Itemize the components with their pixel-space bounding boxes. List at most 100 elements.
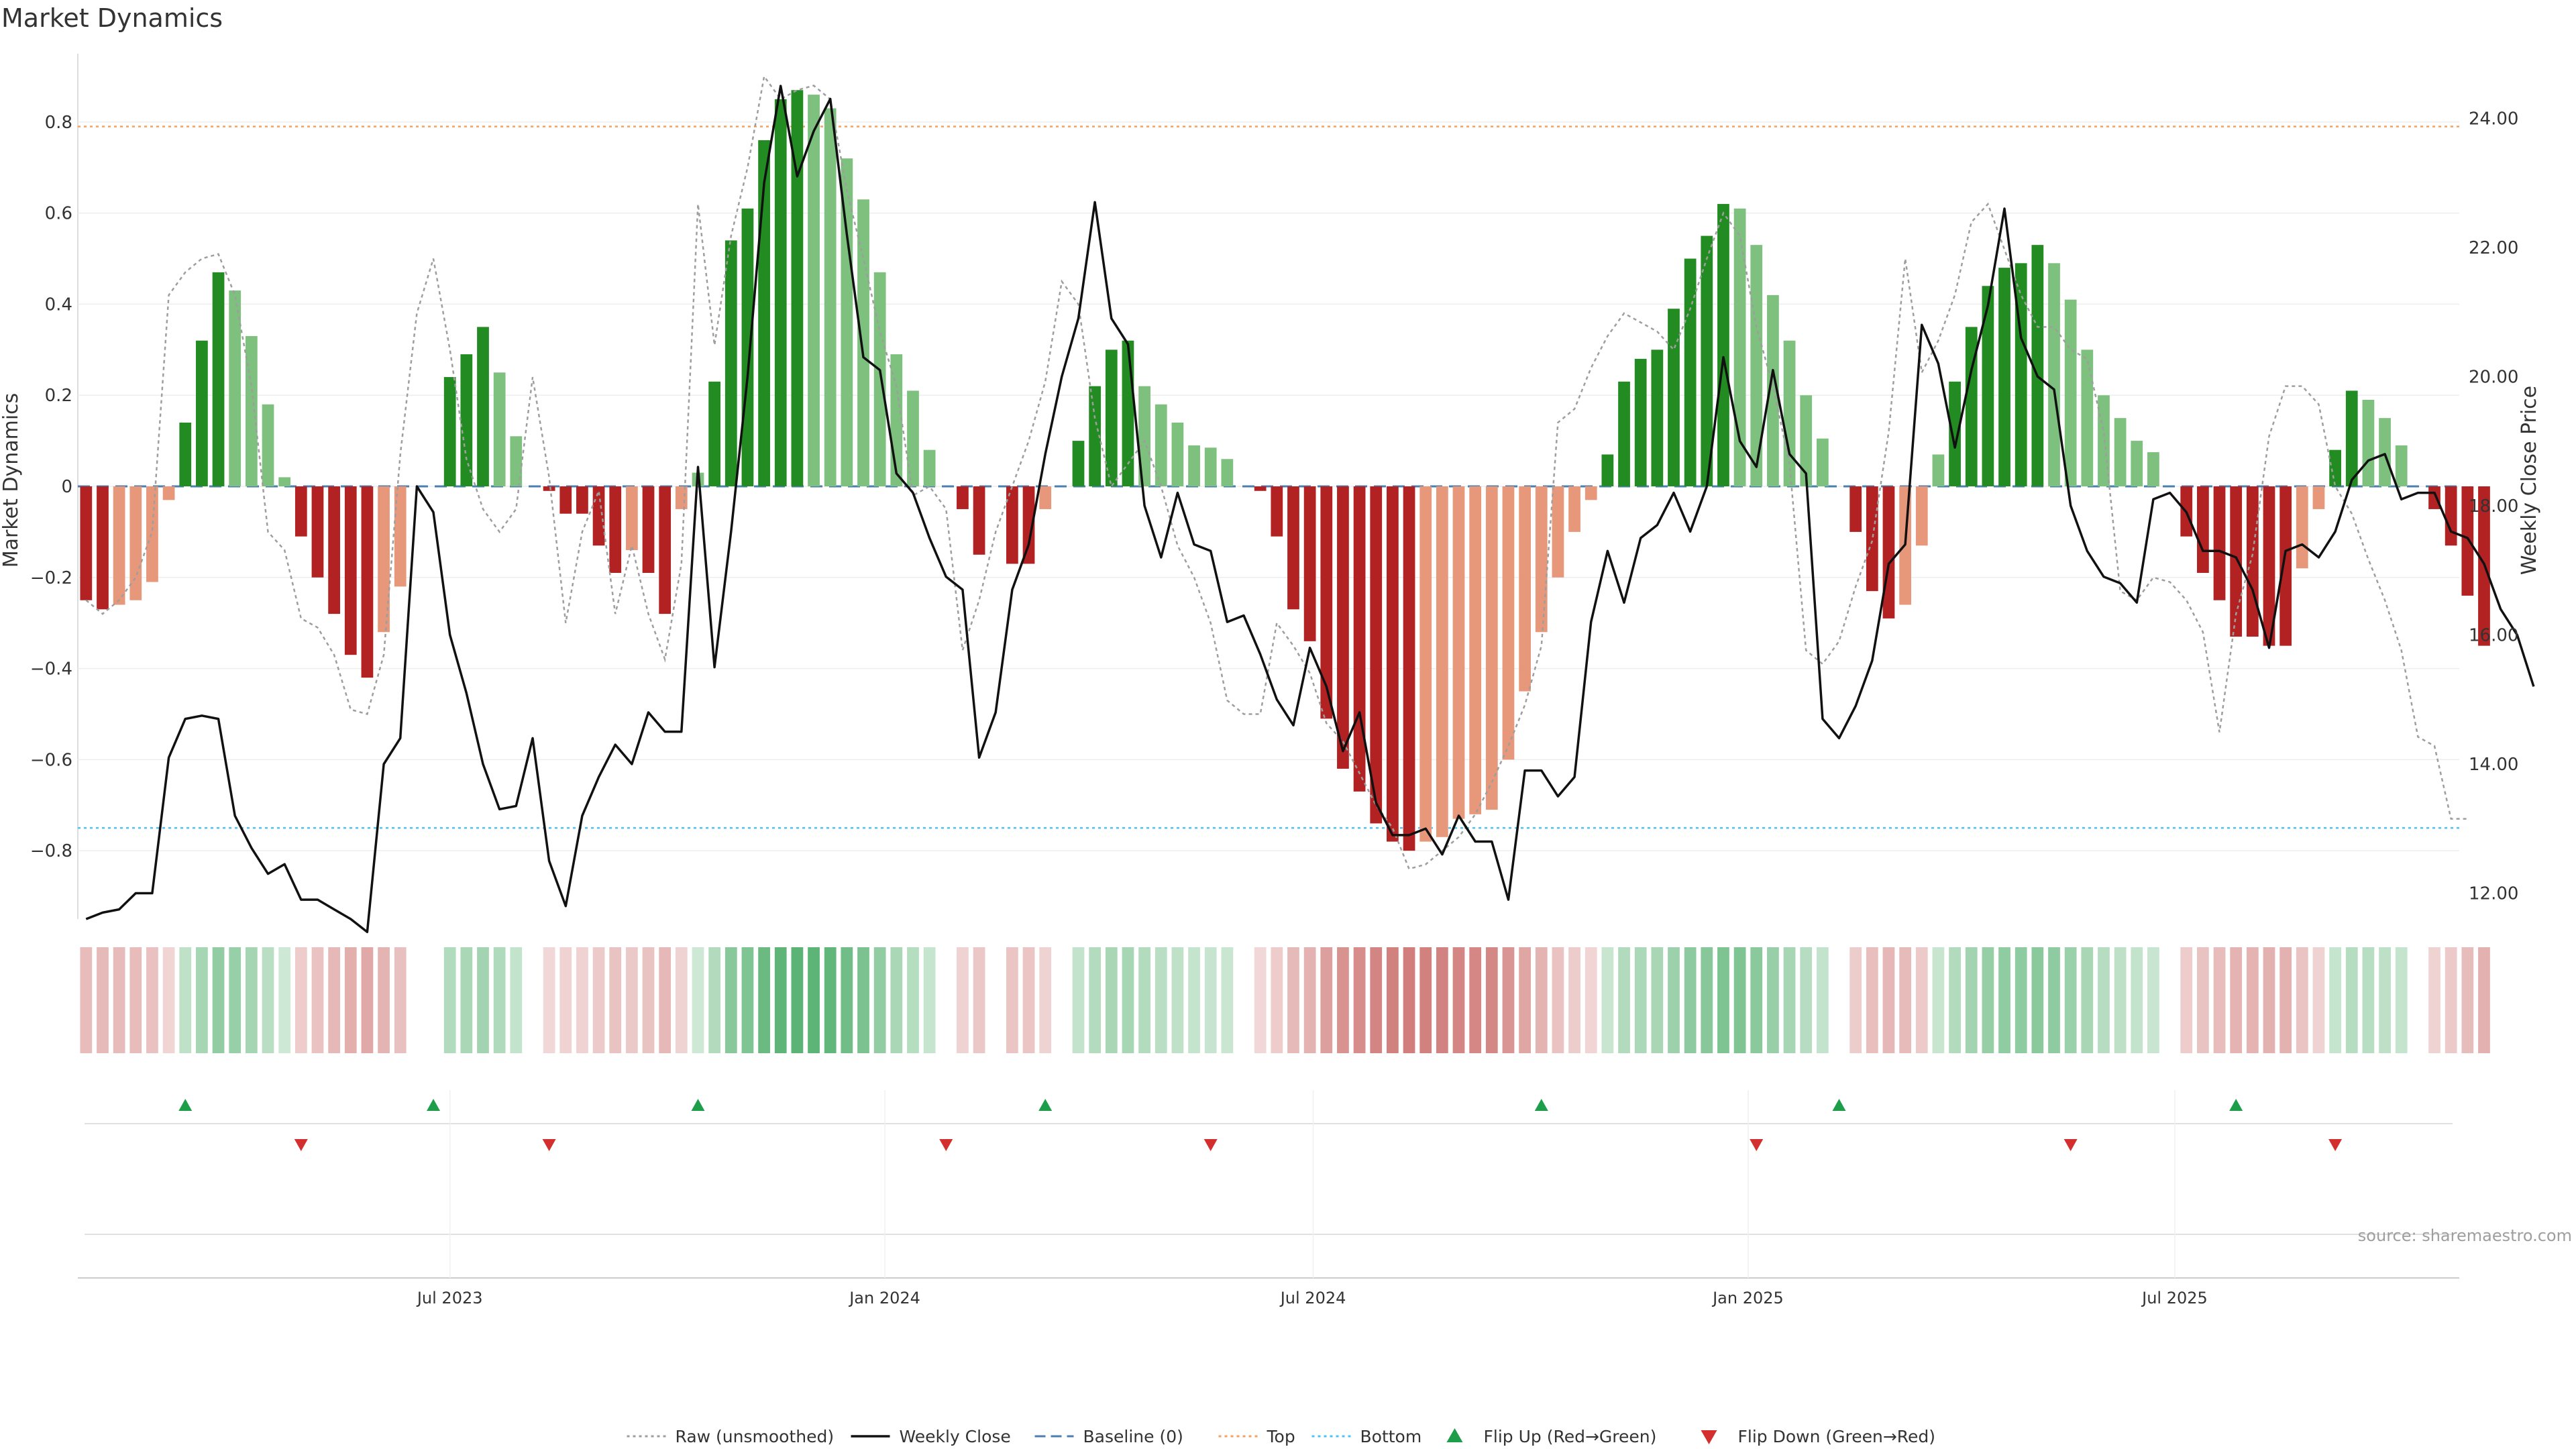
y2-axis-label: Weekly Close Price <box>2518 386 2541 575</box>
dynamics-bar <box>1733 208 1746 486</box>
dynamics-bar <box>1387 486 1399 842</box>
flip-up-marker <box>691 1099 705 1111</box>
dynamics-bar <box>361 486 374 678</box>
dynamics-bar <box>1519 486 1531 692</box>
dynamics-bar <box>1320 486 1333 719</box>
flip-down-marker <box>542 1139 556 1151</box>
heat-cell <box>2379 947 2391 1053</box>
heat-cell <box>2395 947 2408 1053</box>
dynamics-bar <box>1403 486 1415 851</box>
heat-cell <box>1089 947 1102 1053</box>
heat-cell <box>344 947 357 1053</box>
heat-cell <box>311 947 324 1053</box>
heat-cell <box>1634 947 1647 1053</box>
heat-cell <box>543 947 555 1053</box>
legend-item: Weekly Close <box>851 1427 1011 1446</box>
dynamics-bar <box>460 354 473 486</box>
raw-series-line <box>85 74 2468 870</box>
dynamics-bar <box>1634 358 1647 486</box>
y2-tick-label: 24.00 <box>2469 109 2518 129</box>
dynamics-bar <box>1552 486 1564 578</box>
heat-cell <box>1353 947 1366 1053</box>
dynamics-bar <box>1816 438 1829 486</box>
dynamics-bar <box>1932 454 1945 486</box>
heat-cell <box>1998 947 2010 1053</box>
dynamics-bar <box>1717 204 1729 486</box>
heat-cell <box>2147 947 2159 1053</box>
source-note: source: sharemaestro.com <box>2358 1226 2572 1245</box>
heat-cell <box>692 947 704 1053</box>
heat-cell <box>907 947 919 1053</box>
heat-cell <box>2329 947 2341 1053</box>
dynamics-bar <box>1271 486 1283 537</box>
heat-cell <box>1899 947 1912 1053</box>
dynamics-bar <box>2428 486 2440 509</box>
heat-cell <box>1535 947 1548 1053</box>
legend-label: Flip Down (Green→Red) <box>1738 1427 1936 1446</box>
heat-cell <box>2081 947 2094 1053</box>
dynamics-bar <box>2246 486 2259 637</box>
flip-markers-panel <box>78 1090 2459 1279</box>
heat-cell <box>1618 947 1630 1053</box>
dynamics-bar <box>443 377 456 486</box>
dynamics-bar <box>543 486 555 491</box>
y2-tick-label: 14.00 <box>2469 755 2518 775</box>
heat-cell <box>2098 947 2110 1053</box>
dynamics-bar <box>1155 404 1167 486</box>
y2-tick-label: 12.00 <box>2469 883 2518 904</box>
heat-cell <box>1469 947 1482 1053</box>
heat-cell <box>262 947 274 1053</box>
dynamics-bar <box>80 486 93 600</box>
heat-cell <box>1816 947 1829 1053</box>
heat-cell <box>212 947 225 1053</box>
heat-cell <box>179 947 192 1053</box>
dynamics-bar <box>179 422 192 486</box>
legend-item: Baseline (0) <box>1034 1427 1183 1446</box>
legend-label: Top <box>1267 1427 1295 1446</box>
x-tick-label: Jan 2025 <box>1711 1289 1784 1307</box>
dynamics-bar <box>1006 486 1018 564</box>
dynamics-bar <box>1915 486 1928 546</box>
dynamics-bar <box>1204 447 1217 486</box>
dynamics-bar <box>1701 235 1713 486</box>
heat-cell <box>808 947 820 1053</box>
heat-cell <box>510 947 523 1053</box>
heat-cell <box>278 947 291 1053</box>
y-tick-label: 0.8 <box>45 113 72 133</box>
heat-cell <box>245 947 258 1053</box>
heat-cell <box>294 947 307 1053</box>
heat-cell <box>2461 947 2474 1053</box>
heat-cell <box>724 947 737 1053</box>
dynamics-bar <box>592 486 605 546</box>
dynamics-bar <box>1105 350 1118 486</box>
heat-cell <box>774 947 787 1053</box>
legend-label: Bottom <box>1360 1427 1422 1446</box>
dynamics-bar <box>2312 486 2325 509</box>
dynamics-bar <box>1618 381 1630 486</box>
dynamics-bar <box>394 486 407 587</box>
heat-cell <box>1684 947 1697 1053</box>
heat-cell <box>1171 947 1184 1053</box>
dynamics-bar <box>2048 263 2060 486</box>
heat-cell <box>477 947 489 1053</box>
heat-cell <box>1138 947 1150 1053</box>
dynamics-bar <box>2263 486 2275 646</box>
dynamics-bar <box>907 390 919 486</box>
heat-cell <box>675 947 688 1053</box>
heat-cell <box>1568 947 1580 1053</box>
y2-axis-ticks: 12.00 14.00 16.00 18.00 20.00 22.00 24.00 <box>2469 109 2518 904</box>
y-tick-label: 0 <box>61 477 72 497</box>
heat-cell <box>1849 947 1862 1053</box>
dynamics-bar <box>162 486 175 500</box>
dynamics-bar <box>923 449 936 486</box>
flip-up-marker <box>2229 1099 2243 1111</box>
heat-cell <box>1303 947 1316 1053</box>
dynamics-bar <box>493 372 506 486</box>
dynamics-bar <box>1039 486 1052 509</box>
dynamics-bar <box>1568 486 1580 532</box>
dynamics-bar <box>642 486 655 573</box>
heat-cell <box>1502 947 1515 1053</box>
legend-item: Top <box>1218 1427 1295 1446</box>
heat-cell <box>2296 947 2308 1053</box>
dynamics-bar <box>1303 486 1316 641</box>
